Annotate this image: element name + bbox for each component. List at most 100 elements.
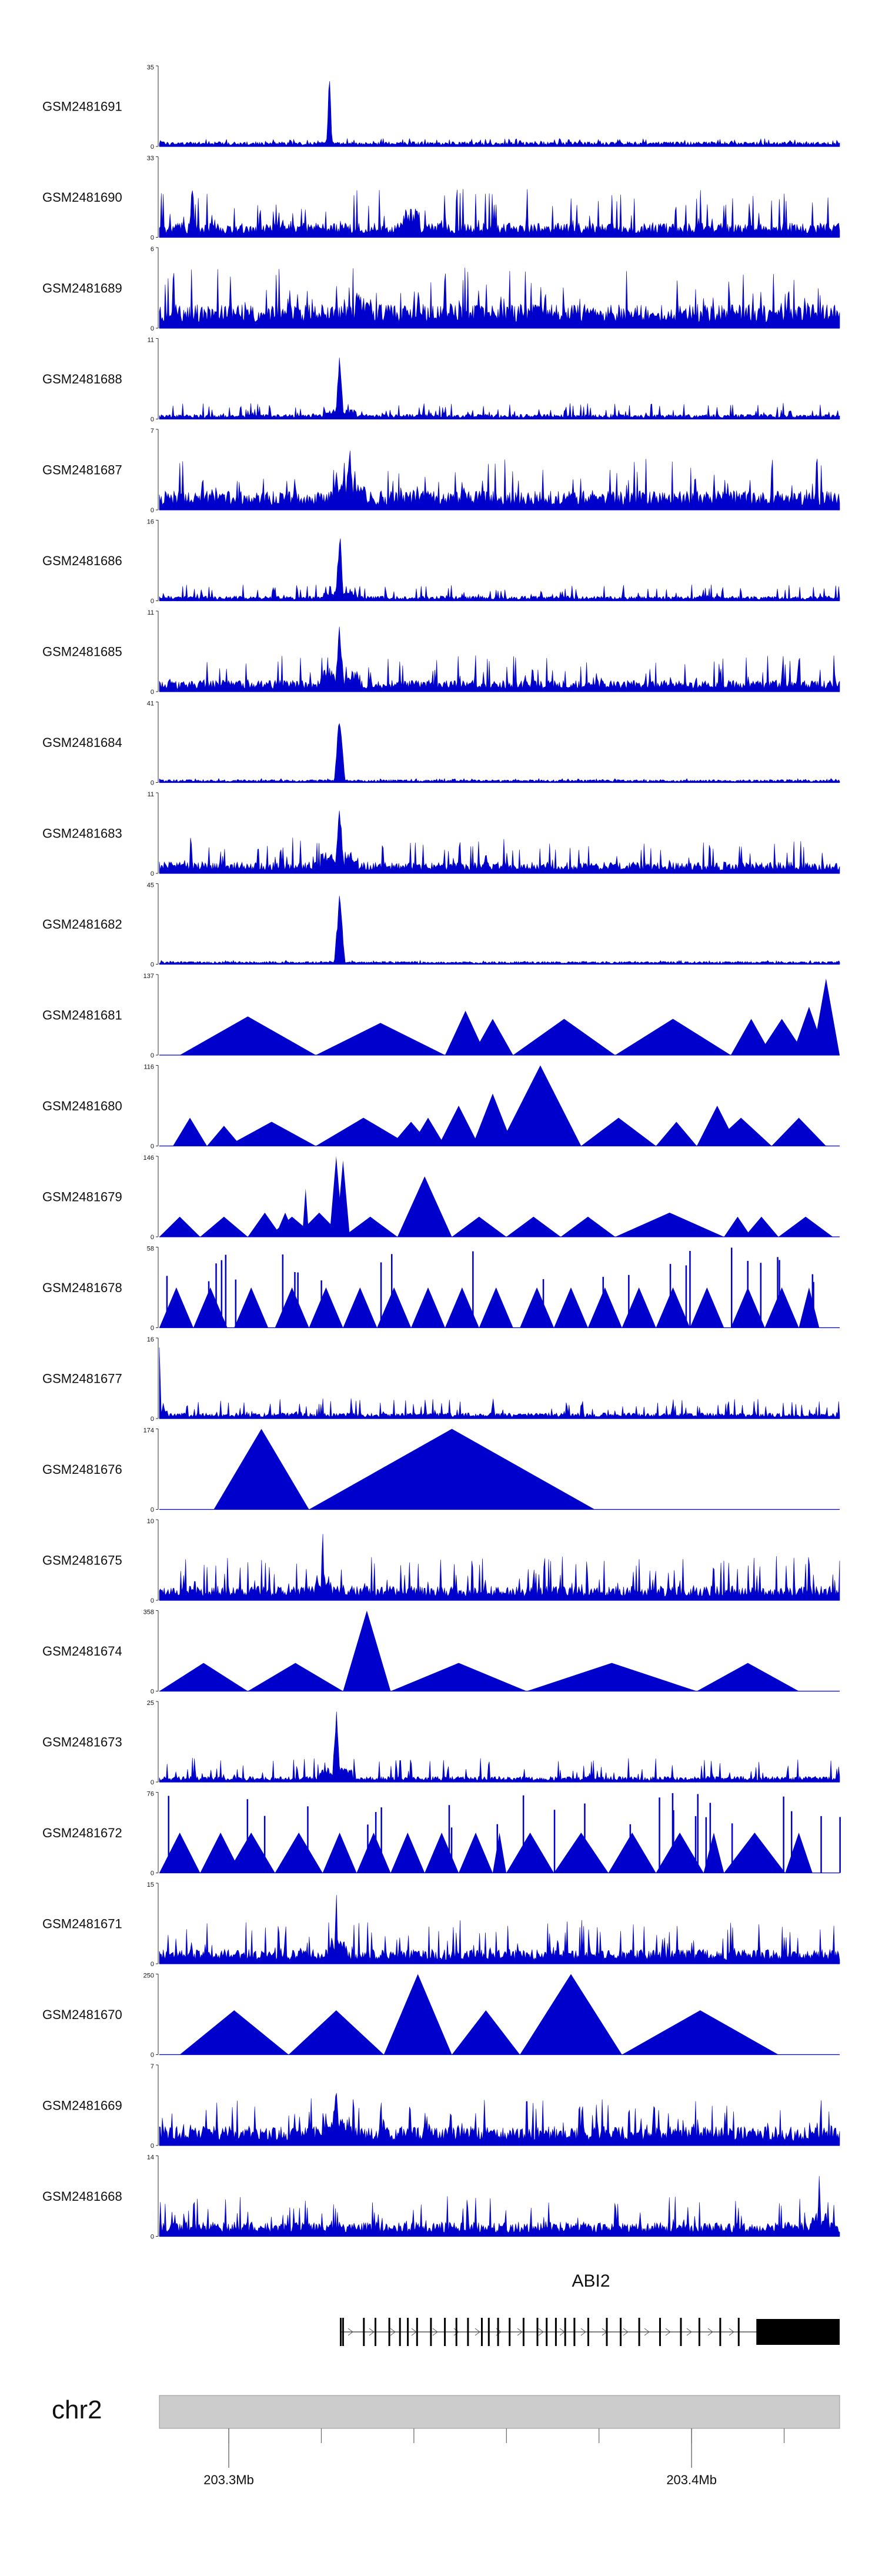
coverage-spike [367, 1824, 369, 1873]
coverage-triangle [792, 1006, 826, 1055]
y-min-label: 0 [151, 1234, 154, 1241]
y-min-label: 0 [151, 416, 154, 423]
strand-arrow [348, 2328, 353, 2336]
y-max-label: 250 [143, 1973, 154, 1980]
exon [375, 2318, 376, 2346]
coverage-area [159, 2093, 840, 2146]
exon [587, 2318, 589, 2346]
coverage-triangle [520, 1974, 622, 2055]
coverage-triangle [288, 2010, 384, 2055]
exon [363, 2318, 365, 2346]
coverage-spike [820, 1816, 822, 1873]
coverage-triangle [656, 1122, 697, 1146]
coverage-spike [542, 1279, 544, 1328]
coverage-triangle [445, 1287, 479, 1328]
gene-model-ABI2 [339, 2318, 840, 2346]
coverage-triangle [499, 1065, 582, 1146]
track-GSM2481669: GSM2481669 7 0 [42, 2063, 840, 2150]
coverage-triangle [513, 1019, 616, 1055]
coverage-triangle [560, 1216, 616, 1237]
track-label: GSM2481672 [42, 1826, 122, 1840]
coverage-triangle [554, 1833, 609, 1873]
chromosome-label: chr2 [52, 2395, 102, 2424]
gene-name-label: ABI2 [572, 2271, 610, 2291]
track-label: GSM2481671 [42, 1917, 122, 1931]
exon [606, 2318, 608, 2346]
coverage-triangle [193, 1287, 228, 1328]
coverage-triangle [316, 1117, 412, 1146]
coverage-triangle [159, 1287, 193, 1328]
track-label: GSM2481669 [42, 2098, 122, 2113]
track-GSM2481679: GSM2481679 146 0 [42, 1154, 840, 1241]
coverage-spike [685, 1265, 687, 1328]
track-label: GSM2481678 [42, 1280, 122, 1295]
coverage-spike [629, 1824, 632, 1873]
coverage-spike [731, 1823, 733, 1873]
coverage-spike [225, 1254, 227, 1328]
exon [481, 2318, 483, 2346]
coverage-triangle [703, 1833, 724, 1873]
coverage-triangle [724, 1833, 786, 1873]
strand-arrow [686, 2328, 692, 2336]
track-GSM2481682: GSM2481682 45 0 [42, 882, 840, 969]
coverage-spike [391, 1254, 393, 1328]
coverage-spike [777, 1257, 779, 1328]
track-label: GSM2481673 [42, 1735, 122, 1750]
track-label: GSM2481674 [42, 1644, 122, 1659]
y-min-label: 0 [151, 870, 154, 877]
coverage-spike [709, 1803, 711, 1873]
coverage-area [159, 1534, 840, 1601]
coverage-triangle [554, 1287, 588, 1328]
coverage-spike [208, 1281, 210, 1328]
coverage-triangle [690, 1287, 724, 1328]
coverage-area [159, 896, 840, 965]
utr-block [756, 2319, 840, 2345]
coverage-triangle [316, 1023, 445, 1055]
coverage-triangle [227, 1122, 316, 1146]
y-min-label: 0 [151, 325, 154, 332]
coverage-spike [496, 1824, 498, 1873]
coverage-triangle [506, 1216, 561, 1237]
coverage-triangle [200, 1833, 241, 1873]
coverage-spike [760, 1263, 762, 1328]
track-GSM2481673: GSM2481673 25 0 [42, 1700, 840, 1786]
track-label: GSM2481683 [42, 826, 122, 841]
exon [430, 2318, 432, 2346]
coverage-triangle [343, 1216, 397, 1237]
track-label: GSM2481684 [42, 735, 122, 750]
track-GSM2481691: GSM2481691 35 0 [42, 64, 840, 151]
data-tracks: GSM2481691350GSM2481690330GSM248168960GS… [42, 64, 841, 2241]
y-max-label: 7 [151, 428, 154, 435]
track-GSM2481686: GSM2481686 16 0 [42, 519, 840, 605]
coverage-spike [472, 1251, 474, 1328]
track-GSM2481678: GSM2481678 58 0 [42, 1246, 840, 1332]
coverage-spike [659, 1797, 660, 1873]
strand-arrow [644, 2328, 650, 2336]
coverage-triangle [622, 1287, 656, 1328]
y-max-label: 11 [148, 609, 154, 616]
y-max-label: 41 [147, 700, 154, 708]
coverage-triangle [206, 1126, 241, 1146]
coverage-spike [689, 1251, 691, 1328]
y-max-label: 14 [147, 2154, 154, 2161]
coverage-spike [294, 1272, 296, 1328]
y-min-label: 0 [151, 598, 154, 605]
strand-arrow [623, 2328, 629, 2336]
coverage-area [159, 1711, 840, 1783]
y-max-label: 45 [147, 882, 154, 889]
exon [522, 2318, 524, 2346]
y-min-label: 0 [151, 1143, 154, 1150]
coverage-area [159, 626, 840, 692]
y-min-label: 0 [151, 1870, 154, 1877]
strand-arrow [707, 2328, 713, 2336]
coverage-triangle [479, 1287, 513, 1328]
exon [497, 2318, 499, 2346]
exon [455, 2318, 457, 2346]
coverage-triangle [587, 1287, 622, 1328]
y-max-label: 15 [147, 1881, 154, 1888]
strand-arrow [369, 2328, 375, 2336]
y-max-label: 7 [151, 2063, 154, 2070]
track-label: GSM2481679 [42, 1190, 122, 1204]
coverage-spike [220, 1260, 223, 1328]
y-max-label: 58 [147, 1246, 154, 1253]
